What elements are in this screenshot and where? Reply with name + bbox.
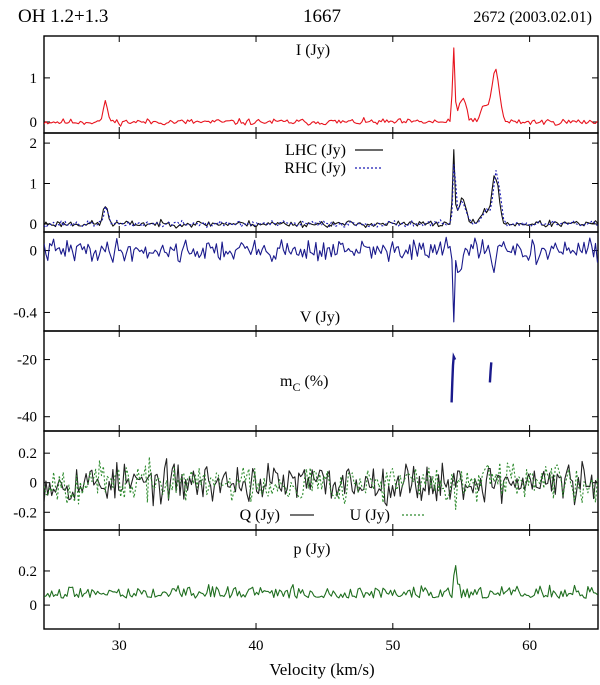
x-tick-label: 30 (112, 638, 127, 654)
series-segment-mC-0 (450, 352, 457, 403)
series-line-V (44, 236, 598, 323)
plot-area-p (44, 565, 598, 599)
y-tick-label: 0 (30, 244, 38, 260)
panel-mC: -20 -40 mC (%) (17, 330, 599, 432)
y-tick-label: 1 (30, 71, 38, 87)
y-tick-label: 0 (30, 476, 38, 492)
series-line-I (44, 47, 598, 127)
y-tick-label: 0.2 (18, 564, 37, 580)
y-tick-label: 0 (30, 598, 38, 614)
plot-area-V (44, 236, 598, 323)
series-line-LHC (44, 149, 598, 229)
x-tick-label: 40 (249, 638, 264, 654)
x-tick-label: 50 (385, 638, 400, 654)
panel-QU: 0.2 0 -0.2 Q (Jy) U (Jy) (13, 430, 599, 531)
legend-label-RHC: RHC (Jy) (284, 160, 346, 177)
panel-LR: 0 1 2 LHC (Jy)RHC (Jy) (30, 132, 599, 233)
panel-frame-p (43, 529, 599, 630)
series-segment-mC-1 (488, 362, 493, 383)
series-line-Q (44, 458, 598, 507)
panel-p: 0.2 0 p (Jy) 30 40 50 60 (18, 529, 599, 654)
series-line-RHC (44, 164, 598, 229)
y-tick-label: -20 (17, 353, 37, 369)
y-tick-label: 0 (30, 217, 38, 233)
series-line-U (44, 456, 598, 510)
panel-label-p: p (Jy) (294, 541, 331, 558)
panels: 0 1 I (Jy) 0 1 2 LHC (Jy)RHC (Jy) 0 -0.4 V (Jy) -2… (13, 35, 599, 654)
plot-area-mC (450, 352, 493, 403)
series-line-p (44, 565, 598, 599)
legend-label-Q: Q (Jy) (240, 507, 280, 524)
source-title: OH 1.2+1.3 (18, 6, 108, 27)
y-tick-label: 0 (30, 115, 38, 131)
x-axis-label: Velocity (km/s) (269, 660, 374, 679)
legend-label-LHC: LHC (Jy) (285, 142, 346, 159)
y-tick-label: -40 (17, 410, 37, 426)
y-tick-label: -0.4 (13, 305, 37, 321)
observation-title: 2672 (2003.02.01) (473, 9, 592, 26)
plot-area-QU (44, 456, 598, 510)
panel-V: 0 -0.4 V (Jy) (13, 231, 599, 332)
x-tick-label: 60 (522, 638, 537, 654)
y-tick-label: 2 (30, 136, 38, 152)
y-tick-label: 1 (30, 177, 38, 193)
plot-area-I (44, 47, 598, 127)
frequency-title: 1667 (303, 6, 341, 27)
panel-label-I: I (Jy) (296, 42, 330, 59)
panel-label-mC: mC (%) (280, 373, 328, 394)
panel-label-V: V (Jy) (300, 309, 340, 326)
y-tick-label: 0.2 (18, 446, 37, 462)
plot-area-LR (44, 149, 598, 229)
panel-I: 0 1 I (Jy) (30, 35, 599, 134)
y-tick-label: -0.2 (13, 505, 37, 521)
legend-label-U: U (Jy) (350, 507, 390, 524)
